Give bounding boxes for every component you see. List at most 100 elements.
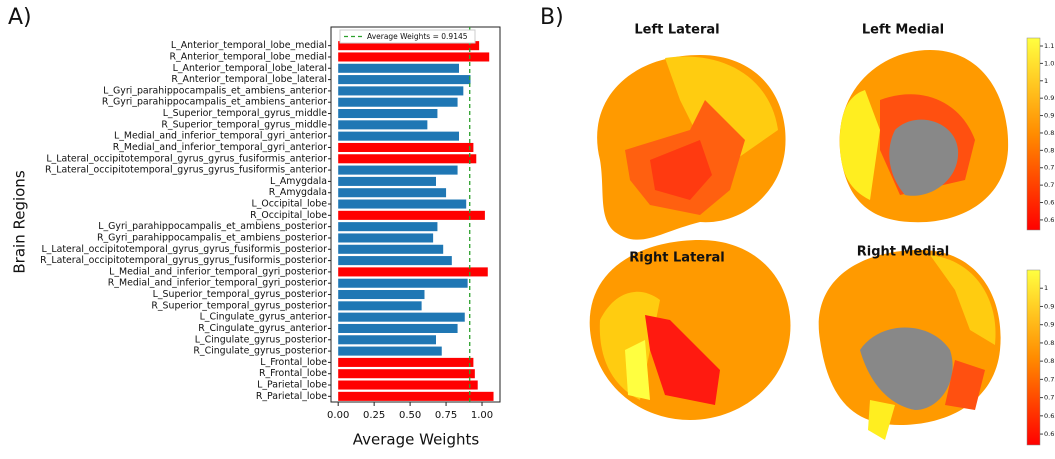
colorbar-tick-label: 0.65 [1044, 199, 1055, 207]
y-tick-label: L_Lateral_occipitotemporal_gyrus_gyrus_f… [41, 244, 327, 255]
legend-label: Average Weights = 0.9145 [367, 32, 468, 41]
y-tick-label: R_Cingulate_gyrus_anterior [198, 323, 327, 334]
y-tick-label: R_Anterior_temporal_lobe_medial [170, 51, 327, 62]
colorbar-tick-label: 0.7 [1044, 394, 1054, 402]
bar [338, 200, 466, 209]
bar [338, 166, 457, 175]
panel-label: B) [540, 5, 564, 30]
bar [338, 75, 470, 84]
colorbar-tick-label: 0.7 [1044, 181, 1054, 189]
y-tick-label: L_Medial_and_inferior_temporal_gyri_ante… [114, 131, 327, 142]
colorbar-tick-label: 1 [1044, 77, 1048, 85]
y-tick-label: L_Anterior_temporal_lobe_lateral [173, 63, 327, 74]
colorbar-tick-label: 1.1 [1044, 42, 1054, 50]
bar [338, 381, 478, 390]
colorbar-tick-label: 0.6 [1044, 216, 1054, 224]
x-tick-label: 0.00 [327, 410, 349, 421]
bar [338, 211, 485, 220]
bar [338, 347, 442, 356]
y-tick-label: R_Superior_temporal_gyrus_posterior [151, 300, 327, 311]
colorbar-tick-label: 0.9 [1044, 321, 1054, 329]
bar [338, 335, 436, 344]
colorbar [1027, 270, 1040, 445]
bar [338, 188, 446, 197]
y-tick-label: L_Medial_and_inferior_temporal_gyri_post… [109, 266, 327, 277]
bar [338, 154, 476, 163]
colorbar-tick-label: 0.6 [1044, 430, 1054, 438]
y-tick-label: R_Lateral_occipitotemporal_gyrus_gyrus_f… [45, 165, 327, 176]
x-tick-label: 0.50 [399, 410, 421, 421]
colorbar-tick-label: 0.75 [1044, 164, 1055, 172]
colorbar-tick-label: 0.9 [1044, 112, 1054, 120]
view-title: Right Lateral [629, 251, 725, 266]
y-tick-label: L_Lateral_occipitotemporal_gyrus_gyrus_f… [46, 153, 327, 164]
y-tick-label: R_Anterior_temporal_lobe_lateral [171, 74, 327, 85]
y-axis-title: Brain Regions [11, 170, 29, 273]
bar [338, 301, 421, 310]
y-tick-label: L_Frontal_lobe [260, 357, 327, 368]
colorbar-tick-label: 1 [1044, 284, 1048, 292]
brain-right-lateral [590, 240, 791, 420]
colorbar-tick-label: 0.65 [1044, 412, 1055, 420]
bar [338, 313, 465, 322]
colorbar-tick-label: 0.75 [1044, 375, 1055, 383]
x-axis-title: Average Weights [353, 431, 480, 449]
y-tick-label: R_Parietal_lobe [256, 391, 327, 402]
y-tick-label: R_Gyri_parahippocampalis_et_ambiens_ante… [102, 97, 327, 108]
y-tick-label: R_Medial_and_inferior_temporal_gyri_ante… [113, 142, 327, 153]
x-tick-label: 1.00 [471, 410, 493, 421]
bar [338, 143, 473, 152]
view-title: Right Medial [857, 245, 950, 260]
bar [338, 324, 457, 333]
bar [338, 98, 457, 107]
view-title: Left Medial [862, 23, 944, 38]
bar [338, 222, 437, 231]
y-tick-label: R_Amygdala [269, 187, 327, 198]
bar [338, 177, 436, 186]
y-tick-label: L_Amygdala [270, 176, 327, 187]
y-tick-label: L_Gyri_parahippocampalis_et_ambiens_ante… [103, 85, 327, 96]
colorbar [1027, 38, 1040, 230]
y-tick-label: L_Parietal_lobe [257, 380, 327, 391]
y-tick-label: R_Cingulate_gyrus_posterior [193, 346, 327, 357]
y-tick-label: L_Superior_temporal_gyrus_middle [163, 108, 328, 119]
colorbar-tick-label: 0.85 [1044, 129, 1055, 137]
colorbar-tick-label: 0.95 [1044, 94, 1055, 102]
view-title: Left Lateral [634, 23, 719, 38]
bar [338, 64, 459, 73]
colorbar-tick-label: 0.8 [1044, 357, 1054, 365]
bar [338, 256, 452, 265]
figure: A) B) Brain Regions Average Weights Left… [0, 0, 1055, 455]
y-tick-label: R_Frontal_lobe [259, 368, 327, 379]
bar [338, 132, 459, 141]
panel-label: A) [8, 5, 32, 30]
bar [338, 245, 443, 254]
y-tick-label: L_Anterior_temporal_lobe_medial [171, 40, 327, 51]
bar [338, 267, 488, 276]
bar [338, 120, 427, 129]
y-tick-label: L_Cingulate_gyrus_anterior [200, 312, 328, 323]
colorbar-tick-label: 0.85 [1044, 339, 1055, 347]
bar [338, 233, 433, 242]
bar [338, 290, 424, 299]
bar [338, 369, 475, 378]
y-tick-label: L_Superior_temporal_gyrus_posterior [153, 289, 327, 300]
colorbar-tick-label: 0.8 [1044, 146, 1054, 154]
bar [338, 279, 467, 288]
y-tick-label: R_Gyri_parahippocampalis_et_ambiens_post… [97, 232, 327, 243]
bar [338, 52, 489, 61]
y-tick-label: L_Gyri_parahippocampalis_et_ambiens_post… [98, 221, 327, 232]
y-tick-label: R_Occipital_lobe [250, 210, 327, 221]
colorbar-tick-label: 0.95 [1044, 302, 1055, 310]
bar [338, 358, 473, 367]
x-tick-label: 0.75 [435, 410, 457, 421]
bar [338, 109, 437, 118]
colorbar-tick-label: 1.05 [1044, 59, 1055, 67]
bar [338, 86, 463, 95]
y-tick-label: R_Medial_and_inferior_temporal_gyri_post… [108, 278, 327, 289]
x-tick-label: 0.25 [363, 410, 385, 421]
brain-left-medial [840, 50, 1008, 222]
y-tick-label: L_Cingulate_gyrus_posterior [195, 334, 327, 345]
brain-right-medial [819, 250, 1001, 440]
y-tick-label: R_Lateral_occipitotemporal_gyrus_gyrus_f… [40, 255, 327, 266]
